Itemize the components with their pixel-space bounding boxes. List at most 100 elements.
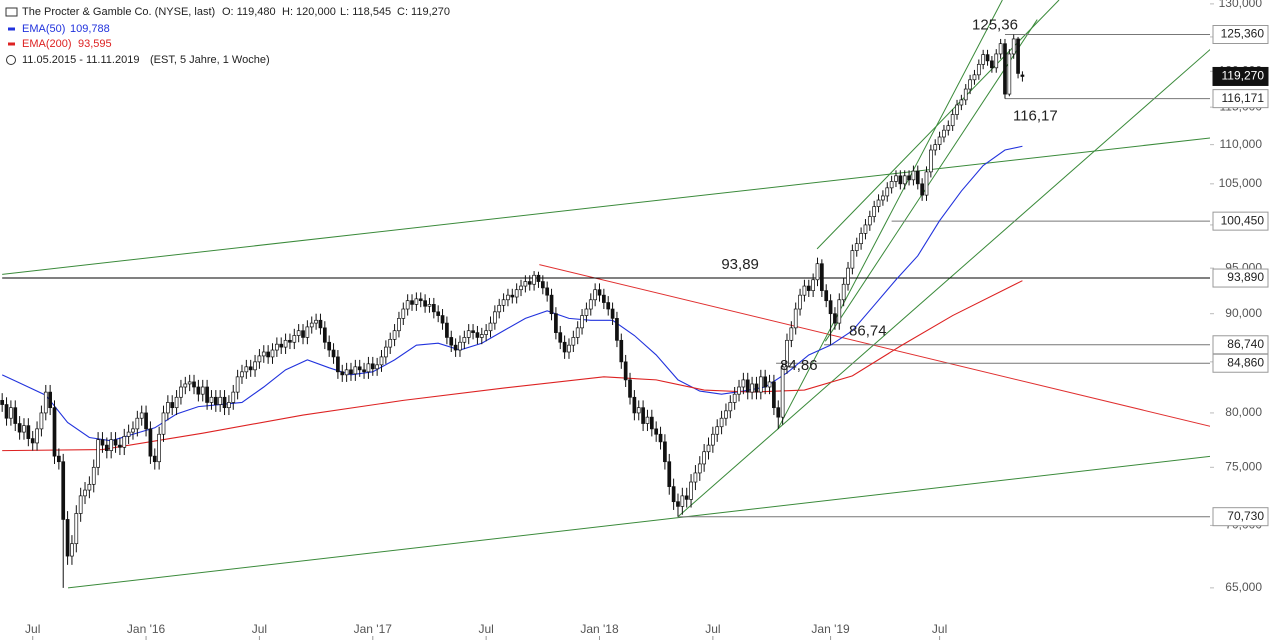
candle-body <box>423 300 427 307</box>
candle-body <box>222 396 227 409</box>
candle-body <box>436 311 441 316</box>
candle-body <box>619 339 624 363</box>
candle-body <box>388 339 393 348</box>
candle-body <box>584 308 589 316</box>
x-tick-label: Jul <box>705 622 720 636</box>
candle-body <box>933 144 938 151</box>
candle-body <box>527 281 532 285</box>
y-tick-label: 130,000 <box>1219 0 1263 10</box>
candle-body <box>78 495 83 514</box>
candle-body <box>741 379 746 388</box>
candle-body <box>715 426 720 435</box>
candle-body <box>602 294 606 303</box>
trendline <box>2 137 1210 275</box>
level-label: 86,740 <box>1227 337 1264 351</box>
candle-body <box>331 349 336 358</box>
candle-body <box>9 407 13 419</box>
candle-body <box>30 438 35 444</box>
candle-body <box>126 431 131 437</box>
candle-body <box>379 356 384 366</box>
trendline <box>776 0 1003 431</box>
candle-body <box>213 396 218 405</box>
candle-body <box>549 294 554 315</box>
candle-body <box>1003 43 1007 95</box>
candle-body <box>737 386 741 395</box>
candle-body <box>279 343 284 348</box>
candle-body <box>362 369 366 373</box>
candle-body <box>322 327 327 343</box>
candle-body <box>802 285 807 296</box>
y-tick-label: 75,000 <box>1225 459 1262 473</box>
candle-body <box>889 181 894 189</box>
candle-body <box>48 391 52 409</box>
ema-line <box>1 145 1023 442</box>
candle-body <box>623 361 628 381</box>
candle-body <box>667 461 672 487</box>
candle-body <box>453 344 458 351</box>
candle-body <box>902 175 907 185</box>
candle-body <box>135 417 140 430</box>
level-box <box>1212 268 1269 288</box>
candle-body <box>519 285 523 291</box>
candle-body <box>754 383 759 393</box>
candle-body <box>314 319 318 324</box>
candle-body <box>885 187 890 197</box>
candle-body <box>728 402 733 412</box>
quote-open: O: 119,480 <box>222 6 276 18</box>
candle-body <box>431 304 436 313</box>
trendline <box>824 19 1038 342</box>
level-annotation: 84,86 <box>780 357 818 374</box>
x-tick-label: Jan '17 <box>354 622 393 636</box>
candle-body <box>275 343 279 351</box>
candle-body <box>344 369 349 376</box>
candle-body <box>641 407 645 424</box>
candle-body <box>824 290 829 302</box>
candle-body <box>157 433 161 463</box>
candle-body <box>841 283 846 301</box>
candle-body <box>283 339 288 348</box>
candle-body <box>981 54 986 65</box>
candle-body <box>806 285 811 291</box>
candle-body <box>1007 53 1012 95</box>
quote-close: C: 119,270 <box>397 6 450 18</box>
candle-body <box>881 195 885 201</box>
candle-body <box>750 383 754 393</box>
candle-body <box>575 327 580 338</box>
candle-body <box>288 339 292 343</box>
candle-body <box>863 224 868 234</box>
candle-body <box>170 402 175 409</box>
candle-body <box>440 315 445 324</box>
legend-value: 93,595 <box>78 38 112 50</box>
candle-body <box>152 455 157 463</box>
candle-body <box>118 444 122 448</box>
candle-body <box>837 299 842 324</box>
candle-body <box>410 300 414 305</box>
candle-body <box>43 391 48 414</box>
candle-body <box>658 433 663 443</box>
price-axis: 65,00070,00075,00080,00085,00090,00095,0… <box>1210 0 1269 594</box>
candle-body <box>148 428 153 457</box>
candle-body <box>776 407 781 418</box>
candle-body <box>458 341 462 351</box>
candle-body <box>301 330 305 338</box>
candle-body <box>571 337 576 346</box>
candle-body <box>318 319 323 329</box>
candle-body <box>510 294 515 298</box>
candle-body <box>907 175 911 181</box>
trendline <box>67 455 1210 589</box>
candle-body <box>597 289 602 296</box>
candle-body <box>4 404 9 419</box>
candle-body <box>100 439 105 446</box>
candle-body <box>680 495 685 507</box>
level-box <box>1212 211 1269 231</box>
candle-body <box>711 433 715 446</box>
level-label: 119,270 <box>1222 69 1265 83</box>
candle-body <box>244 366 249 373</box>
candle-body <box>724 410 728 419</box>
candle-body <box>946 125 951 131</box>
candle-body <box>405 300 410 310</box>
y-tick-label: 90,000 <box>1225 306 1262 320</box>
candle-body <box>606 302 611 310</box>
candle-body <box>968 79 972 90</box>
candle-body <box>689 481 693 500</box>
